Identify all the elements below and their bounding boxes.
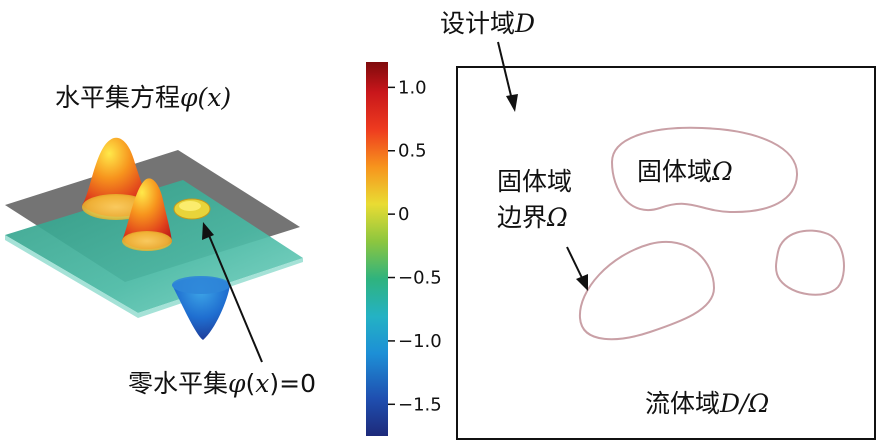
colorbar-tick-label: −1.5 [398,394,442,415]
colorbar-tick-label: 0.5 [398,141,427,162]
arrow-icon [506,94,518,112]
arrow-icon [202,222,214,240]
second-peak-base [122,231,172,251]
zero-level-set-label: 零水平集φ(x)=0 [128,369,316,398]
colorbar: 1.0 0.5 0 −0.5 −1.0 −1.5 [366,62,442,436]
solid-small-region [775,229,845,296]
fluid-domain-label: 流体域D/Ω [645,389,769,418]
colorbar-ticks: 1.0 0.5 0 −0.5 −1.0 −1.5 [388,77,442,415]
design-domain-arrow-line [497,41,513,101]
zero-level-set-arrow-line [207,232,263,363]
solid-boundary-label-line1: 固体域 [497,167,572,196]
colorbar-tick-label: −1.0 [398,331,442,352]
arrow-icon [576,274,588,291]
solid-domain-label: 固体域Ω [637,157,733,186]
colorbar-tick-label: −0.5 [398,268,442,289]
level-set-function-label: 水平集方程φ(x) [55,83,231,112]
valley [172,277,230,340]
valley-rim [172,276,230,294]
colorbar-tick-label: 0 [398,204,409,225]
colorbar-gradient [366,62,388,436]
colorbar-tick-label: 1.0 [398,77,427,98]
small-bump-highlight [179,201,201,211]
solid-boundary-region [578,241,716,341]
second-peak [122,178,172,250]
design-domain-label: 设计域D [440,9,535,38]
solid-boundary-arrow-line [566,246,584,281]
solid-domain-region [610,126,799,214]
level-set-surface [5,137,303,340]
solid-boundary-label-line2: 边界Ω [497,203,568,232]
design-domain-frame [456,66,876,440]
